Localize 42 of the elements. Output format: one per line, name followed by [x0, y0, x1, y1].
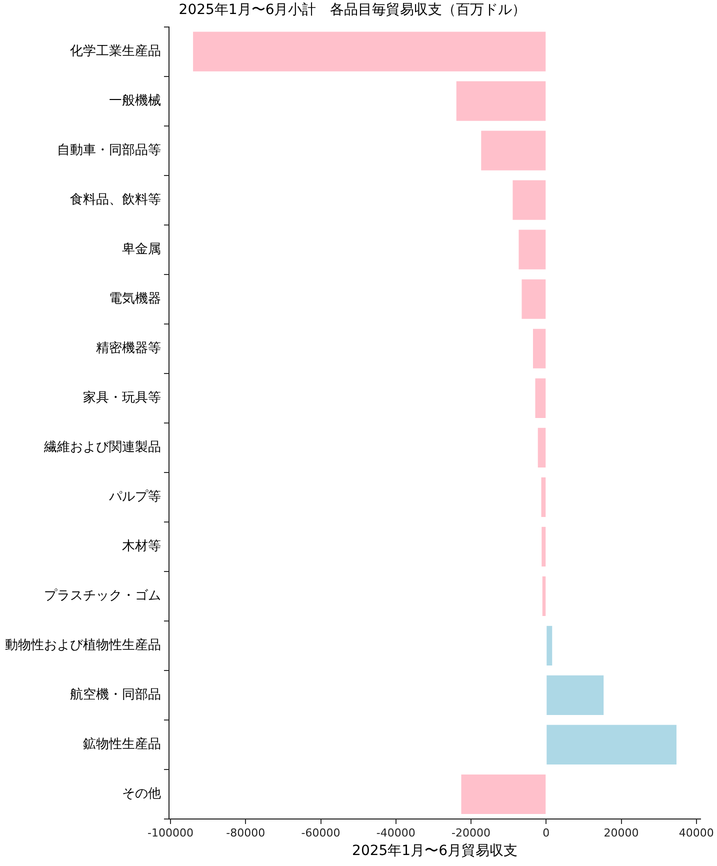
- y-tick-label: 電気機器: [109, 291, 161, 306]
- x-tick-label: 40000: [678, 826, 714, 840]
- bar: [546, 626, 552, 666]
- y-tick-label: 食料品、飲料等: [70, 192, 161, 208]
- bar: [542, 576, 546, 616]
- y-tick-label: 卑金属: [122, 242, 161, 257]
- x-tick-label: -40000: [376, 826, 416, 840]
- y-tick-label: 自動車・同部品等: [57, 142, 161, 158]
- bar: [512, 180, 546, 220]
- y-tick-label: 化学工業生産品: [70, 42, 161, 59]
- y-tick-label: 家具・玩具等: [83, 390, 161, 406]
- bar: [542, 526, 546, 566]
- x-tick-label: 0: [542, 826, 550, 840]
- bar: [535, 378, 546, 418]
- y-tick-label: その他: [122, 786, 161, 802]
- x-tick-label: -80000: [226, 826, 266, 840]
- y-tick-label: 航空機・同部品: [70, 688, 161, 703]
- bar: [456, 81, 546, 121]
- chart-title: 2025年1月〜6月小計 各品目毎貿易収支（百万ドル）: [178, 2, 526, 18]
- y-tick-label: 木材等: [122, 539, 161, 554]
- bar: [193, 32, 546, 72]
- x-tick-label: -100000: [148, 826, 194, 840]
- y-tick-label: 精密機器等: [96, 341, 161, 356]
- x-axis-title: 2025年1月〜6月貿易収支: [352, 843, 518, 860]
- bar: [461, 774, 546, 814]
- bar: [546, 675, 604, 716]
- y-tick-label: 鉱物性生産品: [83, 736, 161, 752]
- bar: [481, 130, 546, 170]
- y-tick-label: 一般機械: [109, 93, 161, 108]
- bar: [541, 477, 546, 517]
- x-tick-label: -20000: [452, 826, 490, 840]
- bar: [522, 279, 546, 319]
- y-tick-label: 繊維および関連製品: [43, 440, 161, 456]
- bar: [518, 230, 546, 270]
- bar: [546, 724, 676, 765]
- x-tick-label: -60000: [301, 826, 340, 840]
- bar: [538, 428, 546, 468]
- y-tick-label: プラスチック・ゴム: [44, 588, 161, 604]
- y-tick-label: 動物性および植物性生産品: [5, 637, 161, 654]
- y-tick-label: パルプ等: [108, 490, 161, 505]
- x-tick-label: 20000: [604, 826, 639, 840]
- bar: [532, 328, 546, 368]
